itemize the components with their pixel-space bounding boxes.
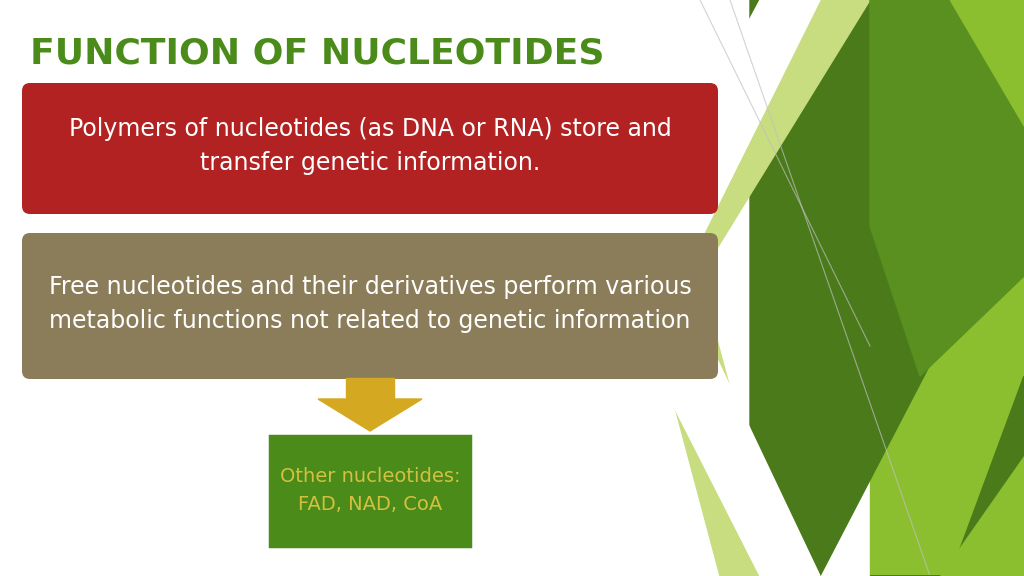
Polygon shape: [870, 376, 1024, 576]
Polygon shape: [346, 378, 394, 399]
Polygon shape: [870, 0, 1024, 376]
FancyBboxPatch shape: [270, 436, 470, 546]
Polygon shape: [610, 0, 820, 576]
Text: Other nucleotides:
FAD, NAD, CoA: Other nucleotides: FAD, NAD, CoA: [280, 468, 460, 514]
FancyBboxPatch shape: [22, 83, 718, 214]
Text: Polymers of nucleotides (as DNA or RNA) store and
transfer genetic information.: Polymers of nucleotides (as DNA or RNA) …: [69, 118, 672, 175]
Polygon shape: [940, 456, 1024, 576]
Polygon shape: [750, 0, 950, 576]
Text: Free nucleotides and their derivatives perform various
metabolic functions not r: Free nucleotides and their derivatives p…: [48, 275, 691, 333]
Polygon shape: [870, 0, 1024, 576]
Polygon shape: [318, 399, 422, 431]
Polygon shape: [950, 0, 1024, 126]
FancyBboxPatch shape: [22, 233, 718, 379]
Text: FUNCTION OF NUCLEOTIDES: FUNCTION OF NUCLEOTIDES: [30, 36, 604, 70]
Polygon shape: [640, 0, 870, 576]
